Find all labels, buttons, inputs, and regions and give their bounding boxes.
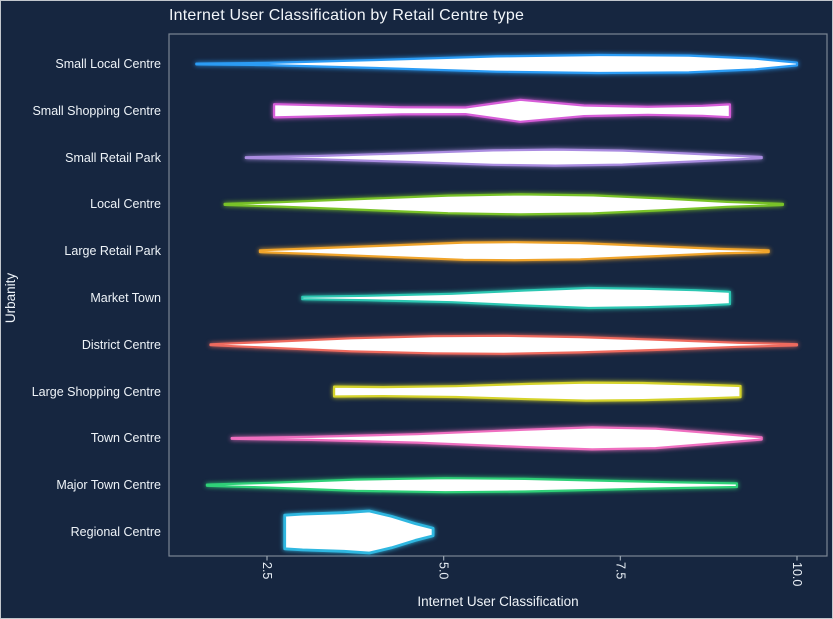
violin-small-retail-park xyxy=(244,148,763,167)
violin-regional-centre xyxy=(283,509,435,555)
violin-small-shopping-centre xyxy=(273,98,732,123)
category-label-small-local-centre: Small Local Centre xyxy=(55,57,161,71)
x-axis-title: Internet User Classification xyxy=(417,594,579,609)
violin-town-centre xyxy=(230,426,763,451)
category-label-local-centre: Local Centre xyxy=(90,197,161,212)
violin-major-town-centre xyxy=(205,477,739,494)
category-label-large-retail-park: Large Retail Park xyxy=(64,244,161,259)
x-tick-label: 10.0 xyxy=(790,562,804,587)
y-axis-title: Urbanity xyxy=(3,272,18,324)
category-label-large-shopping-centre: Large Shopping Centre xyxy=(31,384,161,399)
x-tick-label: 5.0 xyxy=(436,562,451,580)
category-label-major-town-centre: Major Town Centre xyxy=(56,478,161,493)
violin-district-centre xyxy=(209,334,799,355)
violin-local-centre xyxy=(223,193,785,216)
category-label-small-shopping-centre: Small Shopping Centre xyxy=(32,103,161,118)
category-label-small-retail-park: Small Retail Park xyxy=(65,150,161,165)
plot-panel-border xyxy=(168,33,828,557)
chart-title: Internet User Classification by Retail C… xyxy=(169,7,525,24)
category-label-district-centre: District Centre xyxy=(81,337,161,352)
violin-small-local-centre xyxy=(195,53,799,75)
violin-large-shopping-centre xyxy=(333,381,742,402)
category-label-market-town: Market Town xyxy=(90,291,161,305)
violin-market-town xyxy=(301,286,732,310)
category-label-town-centre: Town Centre xyxy=(90,431,161,446)
x-tick-label: 2.5 xyxy=(260,562,274,580)
category-label-regional-centre: Regional Centre xyxy=(70,525,161,539)
violin-large-retail-park xyxy=(258,241,770,262)
x-tick-label: 7.5 xyxy=(613,562,628,580)
